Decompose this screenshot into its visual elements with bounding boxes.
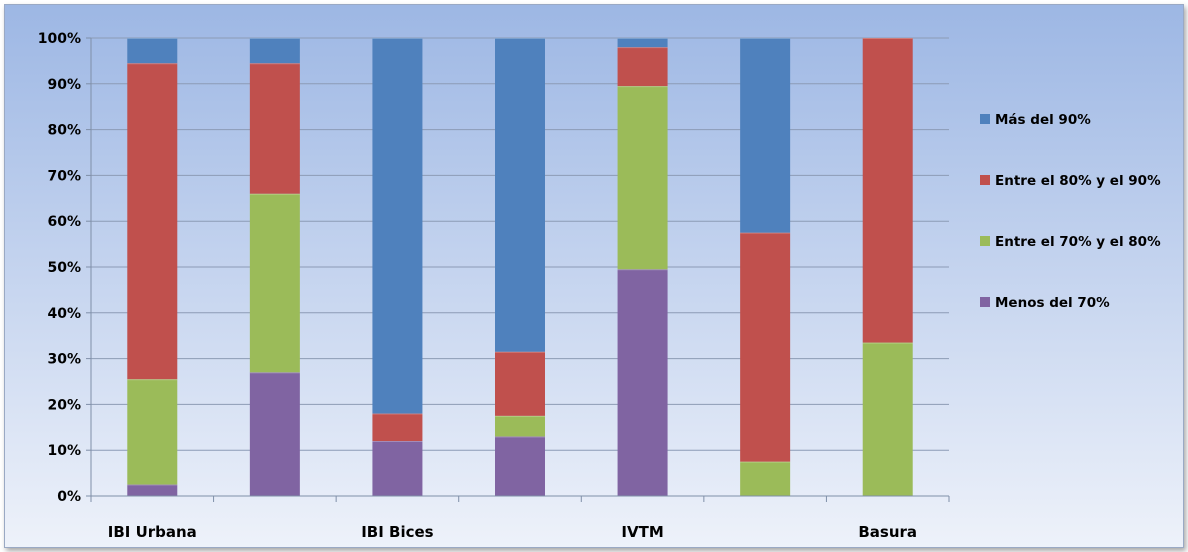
bar-segment [127, 63, 178, 380]
x-axis-category-labels: IBI Urbana IBI Bices IVTM Basura [108, 523, 917, 541]
x-category-label: IBI Bices [361, 523, 433, 541]
legend-swatch [980, 114, 990, 124]
y-tick-label: 100% [38, 31, 81, 47]
y-tick-label: 80% [47, 123, 81, 139]
y-tick-label: 30% [47, 352, 81, 368]
x-category-label: IVTM [621, 523, 663, 541]
bar-segment [249, 63, 300, 194]
axes [90, 38, 950, 502]
bar-segment [249, 372, 300, 496]
bar-segment [495, 38, 545, 352]
bar-segment [495, 415, 545, 437]
bar-segment [740, 232, 791, 462]
bars [127, 38, 913, 496]
bar-segment [617, 86, 668, 270]
y-tick-label: 60% [47, 214, 81, 230]
legend-label: Entre el 80% y el 90% [995, 173, 1161, 189]
bar-segment [617, 47, 668, 87]
bar-segment [372, 413, 423, 442]
stacked-bar-chart: 0% 10% 20% 30% 40% 50% 60% 70% 80% 90% 100% IBI Ur… [5, 5, 1183, 547]
y-tick-label: 40% [47, 306, 81, 322]
bar-segment [617, 269, 668, 496]
x-category-label: IBI Urbana [108, 523, 197, 541]
y-axis-tick-labels: 0% 10% 20% 30% 40% 50% 60% 70% 80% 90% 100% [38, 31, 81, 505]
bar-segment [740, 461, 791, 496]
legend-swatch [980, 297, 990, 307]
legend-swatch [980, 236, 990, 246]
bar-segment [495, 436, 545, 496]
legend: Más del 90% Entre el 80% y el 90% Entre el… [980, 112, 1161, 311]
y-tick-label: 50% [47, 260, 81, 276]
legend-label: Menos del 70% [995, 295, 1110, 311]
legend-label: Entre el 70% y el 80% [995, 234, 1161, 250]
y-tick-label: 10% [47, 443, 81, 459]
legend-swatch [980, 175, 990, 185]
bar-segment [372, 441, 423, 496]
legend-label: Más del 90% [995, 112, 1091, 128]
bar-segment [127, 379, 178, 485]
bar-segment [495, 351, 545, 416]
bar-segment [372, 38, 423, 414]
chart-background [5, 5, 1183, 547]
bar-segment [862, 38, 913, 343]
bar-segment [127, 484, 178, 496]
y-tick-label: 90% [47, 77, 81, 93]
bar-segment [862, 342, 913, 496]
y-tick-label: 20% [47, 397, 81, 413]
chart-area: 0% 10% 20% 30% 40% 50% 60% 70% 80% 90% 100% IBI Ur… [4, 4, 1184, 548]
bar-segment [249, 193, 300, 373]
bar-segment [249, 38, 300, 64]
x-category-label: Basura [858, 523, 917, 541]
bar-segment [740, 38, 791, 233]
y-tick-label: 0% [57, 489, 81, 505]
y-tick-label: 70% [47, 168, 81, 184]
bar-segment [127, 38, 178, 64]
bar-segment [617, 38, 668, 48]
